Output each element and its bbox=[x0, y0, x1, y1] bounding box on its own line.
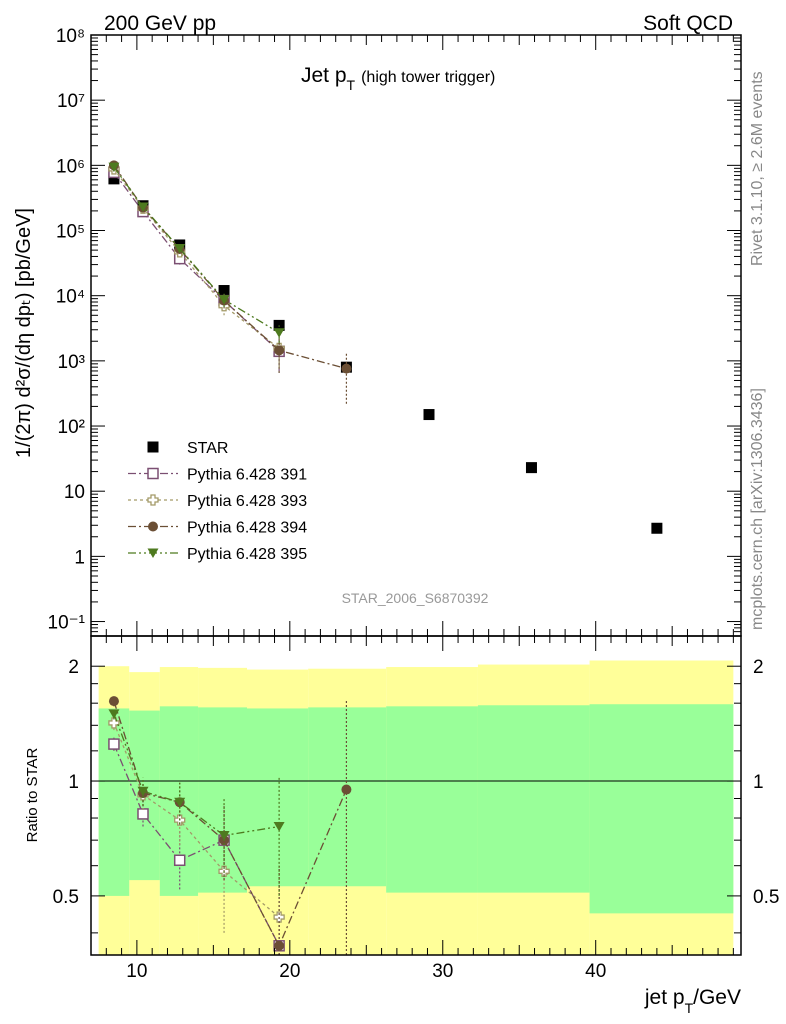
legend-label-0: STAR bbox=[187, 440, 228, 457]
main-y-tick-label-3: 10³ bbox=[58, 352, 85, 373]
ratio-band-inner-bin-4 bbox=[247, 708, 309, 887]
main-series-2 bbox=[108, 163, 285, 368]
main-y-tick-label-4: 10⁴ bbox=[56, 287, 85, 308]
main-y-tick-label-7: 10⁷ bbox=[57, 91, 85, 112]
legend-marker-4 bbox=[147, 548, 159, 558]
ratio-band-inner-bin-6 bbox=[386, 706, 478, 893]
legend-entry-4: Pythia 6.428 395 bbox=[128, 546, 307, 563]
plot-title-main: Jet p bbox=[301, 64, 347, 87]
ratio-point-3-2 bbox=[174, 797, 186, 808]
ratio-point-0-0 bbox=[108, 738, 120, 750]
x-axis-label: jet pT/GeV bbox=[644, 986, 741, 1016]
legend-label-4: Pythia 6.428 395 bbox=[187, 546, 307, 563]
ratio-point-3-3 bbox=[218, 830, 230, 841]
main-point-4-0 bbox=[108, 162, 120, 173]
x-tick-label-30: 30 bbox=[432, 961, 453, 982]
main-y-tick-label-5: 10⁵ bbox=[56, 222, 85, 243]
plot-title-sub: T bbox=[347, 77, 356, 93]
main-point-4-2 bbox=[174, 243, 186, 254]
main-point-4-1 bbox=[137, 202, 149, 212]
main-series-3 bbox=[108, 160, 352, 404]
legend-label-1: Pythia 6.428 391 bbox=[187, 467, 307, 484]
legend-entry-3: Pythia 6.428 394 bbox=[128, 520, 307, 537]
ratio-point-3-4 bbox=[273, 822, 285, 832]
ratio-panel-series bbox=[108, 696, 352, 955]
header-right: Soft QCD bbox=[643, 12, 733, 35]
main-line-4 bbox=[113, 166, 280, 334]
main-point-0-7 bbox=[525, 462, 537, 474]
ratio-uncertainty-bands bbox=[91, 660, 741, 955]
main-y-tick-label-6: 10⁶ bbox=[56, 156, 85, 177]
ratio-y-tick-label-left-0: 0.5 bbox=[53, 887, 79, 908]
mcplots-label: mcplots.cern.ch [arXiv:1306.3436] bbox=[749, 388, 766, 630]
plot-title: Jet pT (high tower trigger) bbox=[301, 64, 495, 93]
ratio-y-tick-label-right-1: 1 bbox=[753, 772, 764, 793]
main-y-tick-label--1: 10⁻¹ bbox=[48, 613, 86, 634]
ratio-y-axis-label: Ratio to STAR bbox=[24, 747, 41, 842]
ratio-series-3 bbox=[108, 708, 285, 896]
legend-marker-0 bbox=[147, 441, 159, 453]
ratio-y-tick-label-left-2: 2 bbox=[68, 657, 79, 678]
main-point-0-6 bbox=[423, 409, 435, 421]
ratio-frame bbox=[90, 635, 742, 956]
axes-frame: 10⁻¹ 1 10 10² 10³ 10⁴ 10⁵ 10⁶ 10⁷ 10⁸ 0.5 0.5 1 1 2 2 10… bbox=[48, 26, 780, 982]
main-y-tick-label-1: 10 bbox=[64, 482, 85, 503]
main-point-4-3 bbox=[218, 295, 230, 305]
x-axis-label-sub: T bbox=[685, 1000, 694, 1016]
ratio-band-inner-bin-8 bbox=[589, 704, 734, 914]
header-left: 200 GeV pp bbox=[104, 12, 216, 35]
main-point-3-4 bbox=[274, 345, 285, 356]
legend-entry-2: Pythia 6.428 393 bbox=[128, 493, 307, 510]
main-point-0-8 bbox=[651, 522, 663, 534]
legend-label-3: Pythia 6.428 394 bbox=[187, 520, 307, 537]
analysis-label: STAR_2006_S6870392 bbox=[342, 590, 489, 606]
ratio-band-inner-bin-7 bbox=[477, 705, 590, 893]
rivet-label: Rivet 3.1.10, ≥ 2.6M events bbox=[749, 71, 766, 266]
legend-marker-2 bbox=[147, 494, 159, 506]
main-point-3-5 bbox=[341, 363, 352, 374]
legend-marker-3 bbox=[148, 521, 158, 532]
ratio-y-tick-label-left-1: 1 bbox=[68, 772, 79, 793]
main-series-4 bbox=[108, 162, 285, 343]
legend-label-2: Pythia 6.428 393 bbox=[187, 493, 307, 510]
main-line-3 bbox=[113, 164, 347, 370]
x-tick-label-20: 20 bbox=[279, 961, 300, 982]
x-axis-label-unit: /GeV bbox=[693, 986, 741, 1009]
x-axis-label-main: jet p bbox=[644, 986, 685, 1009]
ratio-point-0-1 bbox=[137, 808, 149, 820]
main-point-0-0 bbox=[108, 173, 120, 185]
legend: STAR Pythia 6.428 391 Pythia 6.428 393 Pyth… bbox=[128, 440, 307, 563]
plot-title-note: (high tower trigger) bbox=[361, 69, 495, 86]
ratio-point-3-0 bbox=[108, 709, 120, 719]
x-tick-label-40: 40 bbox=[585, 961, 606, 982]
main-point-0-3 bbox=[218, 285, 230, 297]
ratio-point-2-4 bbox=[274, 940, 285, 951]
legend-entry-1: Pythia 6.428 391 bbox=[128, 467, 307, 484]
ratio-y-tick-label-right-0: 0.5 bbox=[753, 887, 779, 908]
main-panel-series bbox=[108, 160, 663, 534]
main-y-tick-label-2: 10² bbox=[58, 417, 85, 438]
main-y-tick-label-8: 10⁸ bbox=[56, 26, 85, 47]
x-tick-label-10: 10 bbox=[126, 961, 147, 982]
ratio-point-3-1 bbox=[137, 786, 149, 797]
ratio-band-inner-bin-5 bbox=[308, 707, 387, 887]
ratio-y-tick-label-right-2: 2 bbox=[753, 657, 764, 678]
main-line-2 bbox=[113, 168, 280, 349]
ratio-point-0-2 bbox=[173, 854, 186, 867]
legend-entry-0: STAR bbox=[147, 440, 228, 457]
ratio-point-2-0 bbox=[108, 696, 119, 707]
main-y-tick-label-0: 1 bbox=[74, 547, 85, 568]
y-axis-label: 1/(2π) d²σ/(dη dpₜ) [pb/GeV] bbox=[13, 208, 35, 458]
main-line-1 bbox=[113, 171, 280, 352]
ratio-band-inner-bin-3 bbox=[198, 707, 247, 893]
ratio-point-2-5 bbox=[341, 784, 352, 795]
legend-marker-1 bbox=[147, 467, 159, 480]
main-point-4-4 bbox=[273, 328, 285, 338]
